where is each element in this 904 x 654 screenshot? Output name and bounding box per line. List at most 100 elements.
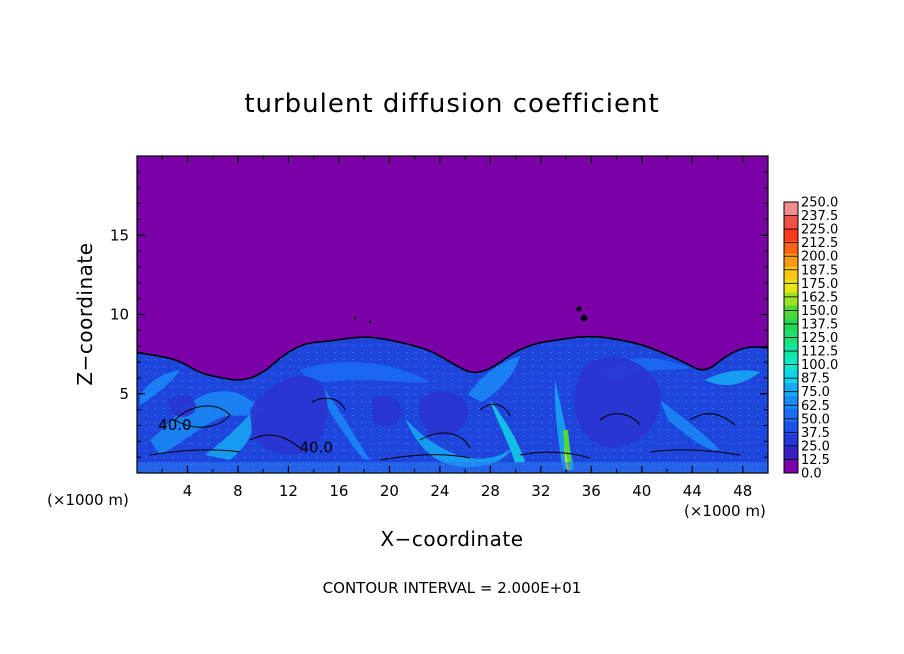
- x-tick-label: 32: [531, 482, 550, 500]
- colorbar-swatch: [784, 266, 798, 280]
- colorbar-tick-label: 62.5: [801, 399, 830, 414]
- eddy-contour: [174, 405, 231, 428]
- colorbar-swatch: [784, 253, 798, 267]
- colorbar-tick-label: 187.5: [801, 263, 838, 278]
- contour-label: 40.0: [158, 416, 191, 434]
- colorbar-tick-label: 137.5: [801, 317, 838, 332]
- colorbar-tick-label: 150.0: [801, 304, 838, 319]
- plume-band: [705, 370, 760, 386]
- isolated-contour: [368, 320, 372, 324]
- colorbar-swatch: [784, 318, 798, 332]
- colorbar-tick-label: 25.0: [801, 439, 830, 454]
- colorbar-swatch: [784, 369, 798, 383]
- colorbar-swatch: [784, 279, 798, 293]
- x-tick-label: 20: [380, 482, 399, 500]
- isolated-contour: [580, 314, 588, 322]
- contour-interval-note: CONTOUR INTERVAL = 2.000E+01: [323, 579, 582, 597]
- colorbar-swatch: [784, 240, 798, 254]
- plume-band: [468, 356, 520, 402]
- colorbar-swatch: [784, 434, 798, 448]
- colorbar-tick-label: 75.0: [801, 385, 830, 400]
- colorbar-swatch: [784, 305, 798, 319]
- eddy-contour: [311, 397, 346, 411]
- colorbar-swatch: [784, 202, 798, 216]
- plume-band: [660, 400, 720, 451]
- eddy-contour: [419, 432, 471, 449]
- colorbar-swatch: [784, 408, 798, 422]
- colorbar-tick-label: 12.5: [801, 453, 830, 468]
- y-axis: 5 10 15: [110, 171, 768, 458]
- calm-region: [574, 357, 661, 448]
- y-tick-label: 10: [110, 306, 129, 324]
- colorbar-swatch: [784, 227, 798, 242]
- calm-region: [372, 395, 403, 427]
- colorbar-tick-label: 0.0: [801, 467, 822, 482]
- plume-band: [490, 400, 525, 463]
- x-tick-label: 48: [733, 482, 752, 500]
- isolated-contour: [576, 306, 582, 312]
- colorbar-swatch: [784, 292, 798, 306]
- colorbar-swatch: [784, 447, 798, 461]
- colorbar-swatch: [784, 214, 798, 229]
- eddy-contour: [689, 413, 736, 426]
- plume-band: [205, 412, 254, 460]
- chart-title: turbulent diffusion coefficient: [244, 89, 659, 119]
- colorbar-tick-label: 100.0: [801, 358, 838, 373]
- colorbar-tick-label: 250.0: [801, 196, 838, 211]
- calm-region: [168, 395, 196, 417]
- plume-band: [150, 391, 262, 455]
- eddy-contour: [149, 449, 241, 456]
- x-tick-label: 4: [183, 482, 193, 500]
- x-tick-label: 24: [430, 482, 449, 500]
- colorbar-tick-label: 87.5: [801, 372, 830, 387]
- colorbar-swatch: [784, 356, 798, 371]
- colorbar-swatch: [784, 460, 798, 474]
- x-tick-label: 40: [632, 482, 651, 500]
- colorbar-tick-label: 175.0: [801, 277, 838, 292]
- colorbar-tick-label: 237.5: [801, 209, 838, 224]
- x-tick-label: 28: [481, 482, 500, 500]
- calm-region: [418, 391, 469, 437]
- x-unit-label-right: (×1000 m): [684, 502, 766, 520]
- colorbar-swatch: [784, 382, 798, 396]
- eddy-contour: [379, 454, 471, 461]
- eddy-contours: [149, 306, 741, 461]
- plume-band: [324, 390, 370, 461]
- colorbar: 0.012.525.037.550.062.575.087.5100.0112.…: [783, 196, 838, 482]
- contour-label: 40.0: [300, 438, 333, 456]
- isolated-contour: [353, 316, 357, 320]
- colorbar-swatch: [784, 395, 798, 409]
- colorbar-tick-label: 50.0: [801, 412, 830, 427]
- x-tick-label: 8: [233, 482, 243, 500]
- x-tick-label: 44: [683, 482, 702, 500]
- y-axis-title: Z−coordinate: [73, 242, 97, 385]
- surface-layer: [137, 462, 768, 473]
- x-axis-title: X−coordinate: [380, 527, 523, 551]
- eddy-contour: [479, 403, 511, 417]
- contour-labels: 40.0 40.0: [158, 416, 333, 456]
- eddy-contour: [599, 413, 641, 426]
- y-tick-label: 5: [119, 385, 129, 403]
- x-tick-label: 12: [279, 482, 298, 500]
- x-tick-label: 16: [329, 482, 348, 500]
- boundary-layer-contour: [137, 335, 768, 381]
- plume-band: [300, 361, 430, 383]
- eddy-contour: [519, 451, 591, 459]
- colorbar-tick-label: 125.0: [801, 331, 838, 346]
- colorbar-swatch: [784, 343, 798, 358]
- x-axis: 4 8 12 16 20 24 28 32 36 40 44 48: [161, 156, 752, 500]
- colorbar-tick-label: 37.5: [801, 426, 830, 441]
- colorbar-tick-label: 212.5: [801, 236, 838, 251]
- plot-area: 40.0 40.0: [136, 155, 769, 474]
- y-tick-label: 15: [110, 226, 129, 244]
- colorbar-tick-label: 225.0: [801, 223, 838, 238]
- plume-band: [140, 370, 180, 405]
- colorbar-tick-label: 112.5: [801, 345, 838, 360]
- colorbar-swatch: [784, 421, 798, 435]
- eddy-contour: [249, 434, 301, 449]
- x-unit-label-left: (×1000 m): [47, 491, 129, 509]
- eddy-contour: [649, 449, 741, 456]
- x-tick-label: 36: [582, 482, 601, 500]
- plume-band: [554, 380, 575, 470]
